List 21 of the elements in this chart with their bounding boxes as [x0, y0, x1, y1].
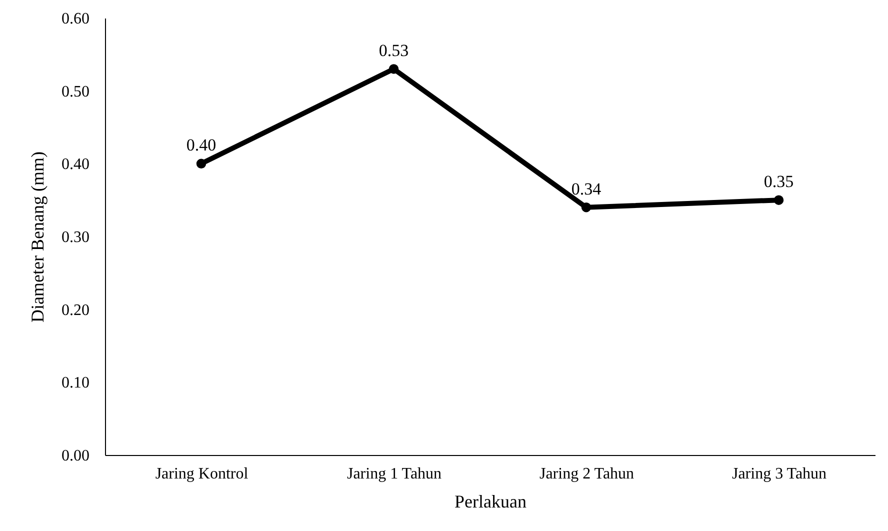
y-tick-label: 0.30: [62, 229, 90, 246]
y-tick-label: 0.20: [62, 302, 90, 319]
y-tick-label: 0.00: [62, 448, 90, 464]
data-label: 0.35: [764, 172, 794, 192]
x-axis-title: Perlakuan: [454, 492, 526, 512]
y-tick-label: 0.10: [62, 374, 90, 392]
y-tick-label: 0.60: [62, 10, 90, 28]
x-tick-label: Jaring 1 Tahun: [346, 466, 442, 482]
y-tick-label: 0.40: [62, 156, 90, 174]
y-axis-title: Diameter Benang (mm): [28, 152, 48, 322]
point: [196, 158, 206, 169]
data-label: 0.40: [186, 136, 216, 155]
point: [774, 195, 784, 205]
x-tick-label: Jaring 2 Tahun: [539, 466, 634, 482]
data-label: 0.34: [571, 179, 602, 198]
data-label: 0.53: [378, 40, 409, 60]
point: [581, 202, 592, 212]
point: [388, 64, 399, 74]
x-tick-label: Jaring Kontrol: [155, 466, 249, 482]
y-tick-label: 0.50: [62, 83, 90, 100]
x-tick-label: Jaring 3 Tahun: [732, 466, 827, 482]
